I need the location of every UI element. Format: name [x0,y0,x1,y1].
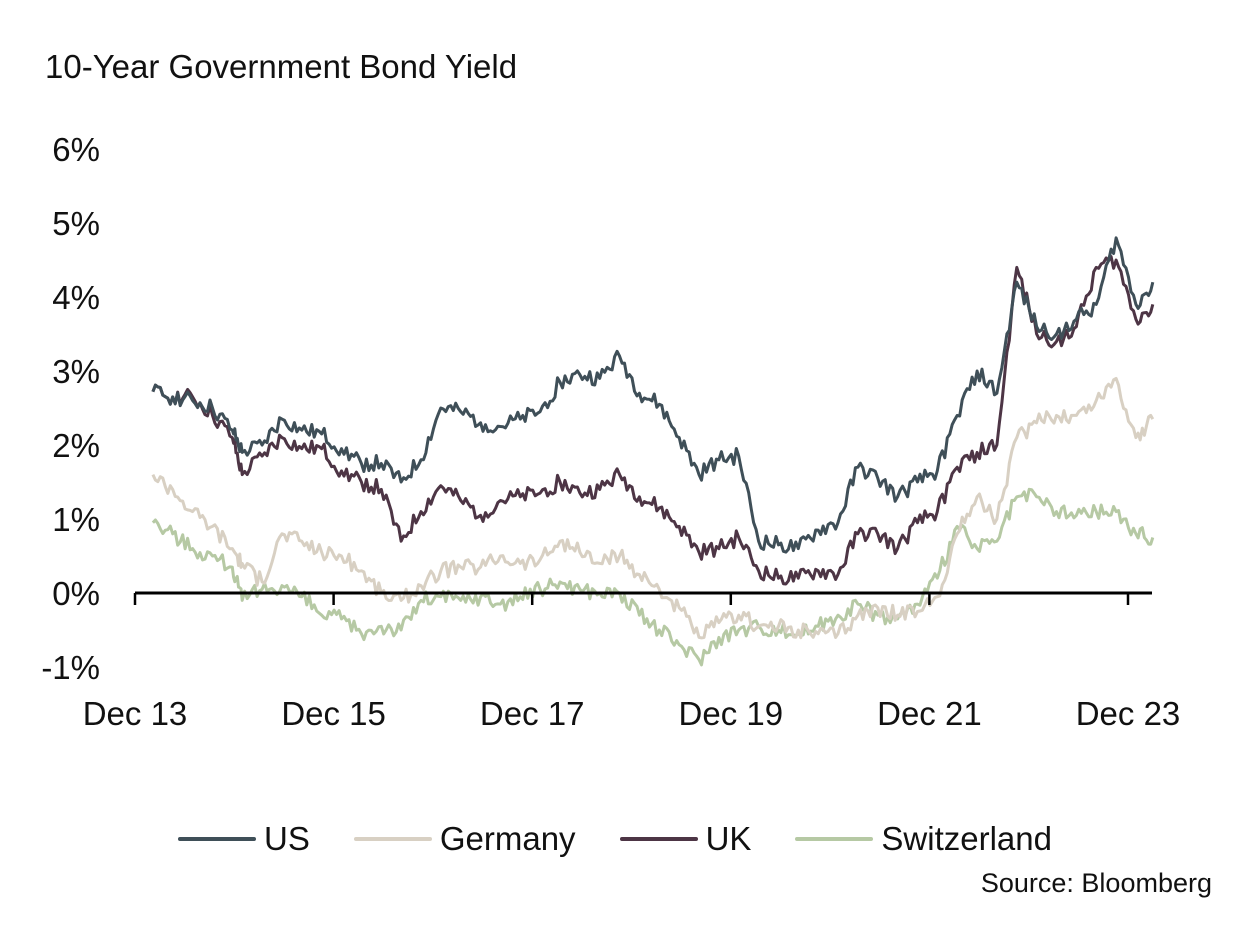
y-tick-label: 4% [52,279,100,316]
x-tick-label: Dec 13 [83,695,188,732]
series-line-switzerland [151,487,1155,667]
source-note: Source: Bloomberg [980,868,1212,898]
legend-label: Germany [439,820,576,857]
series-lines [151,236,1155,667]
x-axis-ticks: Dec 13 Dec 15 Dec 17 Dec 19 Dec 21 Dec 23 [83,593,1181,732]
y-tick-label: 0% [52,575,100,612]
y-tick-label: 3% [52,353,100,390]
series-line-uk [151,255,1155,586]
legend-item-uk: UK [619,820,752,858]
chart-title: 10-Year Government Bond Yield [45,48,518,85]
y-axis-ticks: -1% 0% 1% 2% 3% 4% 5% 6% [41,131,100,686]
x-tick-label: Dec 21 [877,695,982,732]
legend-label: US [264,820,310,857]
series-line-germany [151,376,1155,640]
y-tick-label: 1% [52,501,100,538]
series-line-us [151,236,1155,554]
legend-item-switzerland: Switzerland [795,820,1052,858]
y-tick-label: 2% [52,427,100,464]
legend-item-us: US [178,820,310,858]
legend: US Germany UK Switzerland [178,820,1096,858]
x-tick-label: Dec 19 [679,695,784,732]
legend-label: UK [705,820,752,857]
legend-swatch [353,837,432,841]
x-tick-label: Dec 15 [281,695,386,732]
legend-label: Switzerland [881,820,1052,857]
x-tick-label: Dec 23 [1076,695,1181,732]
legend-swatch [795,837,874,841]
y-tick-label: 5% [52,205,100,242]
legend-swatch [178,837,256,841]
y-tick-label: 6% [52,131,100,168]
x-tick-label: Dec 17 [480,695,585,732]
y-tick-label: -1% [41,649,100,686]
legend-swatch [619,837,698,841]
legend-item-germany: Germany [353,820,576,858]
